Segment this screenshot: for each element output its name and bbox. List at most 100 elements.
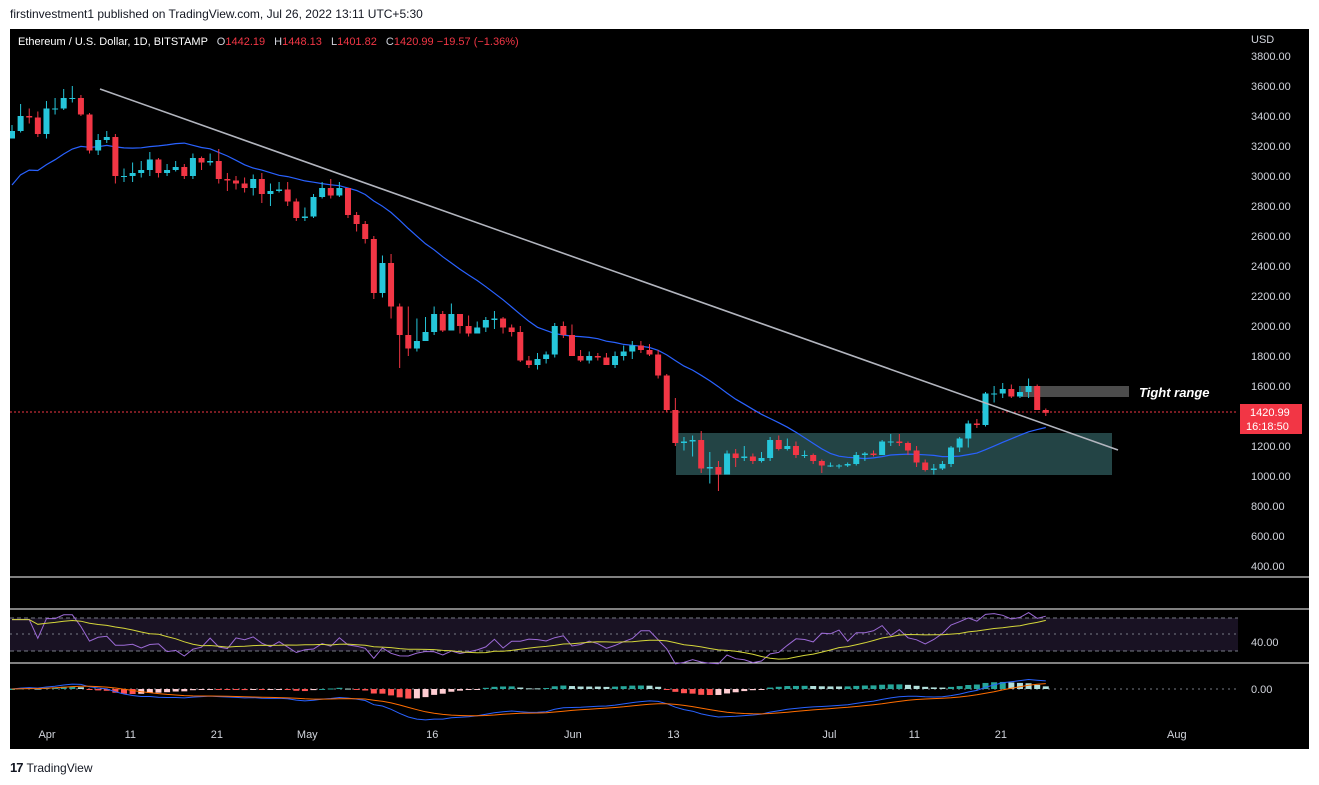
chart-svg[interactable]: Tight range USD 3800.00 3600.00 3400.00 320… xyxy=(10,29,1309,749)
candle-body xyxy=(448,314,455,331)
candle-body xyxy=(95,140,102,151)
candle-body xyxy=(284,189,291,202)
candle-body xyxy=(26,116,33,118)
time-axis: Apr 11 21 May 16 Jun 13 Jul 11 21 Aug xyxy=(38,729,1186,741)
candle-body xyxy=(732,453,739,458)
tight-range-label: Tight range xyxy=(1139,385,1210,400)
time-tick-label: 11 xyxy=(125,729,136,741)
candle-body xyxy=(120,176,127,177)
macd-histogram-bar xyxy=(689,689,696,694)
symbol-legend[interactable]: Ethereum / U.S. Dollar, 1D, BITSTAMP O14… xyxy=(18,36,519,48)
candle-body xyxy=(801,455,808,456)
price-axis: 3800.00 3600.00 3400.00 3200.00 3000.00 2800.… xyxy=(1251,51,1291,573)
candle-body xyxy=(629,345,636,352)
candle-body xyxy=(43,108,50,134)
candle-body xyxy=(930,468,937,470)
macd-histogram-bar xyxy=(1025,683,1032,689)
macd-histogram-bar xyxy=(655,686,662,689)
price-tick-label: 800.00 xyxy=(1251,501,1285,513)
candle-body xyxy=(103,137,110,140)
candle-body xyxy=(52,108,59,110)
candle-body xyxy=(792,446,799,455)
candle-body xyxy=(241,183,248,188)
price-tick-label: 3800.00 xyxy=(1251,51,1291,63)
macd-histogram-bar xyxy=(491,686,498,689)
macd-histogram-bar xyxy=(215,689,222,690)
candle-body xyxy=(577,356,584,361)
last-price-tag: 1420.99 16:18:50 xyxy=(1240,404,1302,434)
macd-histogram-bar xyxy=(336,687,343,689)
macd-histogram-bar xyxy=(353,689,360,690)
candle-body xyxy=(836,465,843,467)
tight-range-box[interactable] xyxy=(1021,386,1129,397)
candle-body xyxy=(508,327,515,332)
moving-average xyxy=(11,142,1046,460)
macd-histogram-bar xyxy=(301,689,308,692)
open-key: O xyxy=(216,36,226,48)
candle-body xyxy=(689,440,696,442)
time-tick-label: Aug xyxy=(1167,729,1187,741)
macd-histogram-bar xyxy=(276,689,283,690)
candle-body xyxy=(1034,386,1041,410)
price-tick-label: 3000.00 xyxy=(1251,171,1291,183)
time-tick-label: 13 xyxy=(667,729,679,741)
candle-body xyxy=(198,158,205,163)
candle-body xyxy=(827,465,834,467)
footer[interactable]: 17 TradingView xyxy=(10,760,93,775)
candle-body xyxy=(724,453,731,475)
support-range-box[interactable] xyxy=(676,433,1112,475)
macd-histogram-bar xyxy=(818,686,825,689)
candle-body xyxy=(17,116,24,131)
price-tick-label: 2800.00 xyxy=(1251,201,1291,213)
candle-body xyxy=(810,455,817,461)
macd-histogram-bar xyxy=(732,689,739,693)
macd-histogram-bar xyxy=(10,689,15,690)
low-value: 1401.82 xyxy=(337,36,377,48)
price-tick-label: 1600.00 xyxy=(1251,381,1291,393)
time-tick-label: Jun xyxy=(564,729,582,741)
candle-body xyxy=(939,464,946,469)
macd-histogram-bar xyxy=(60,686,67,689)
candle-body xyxy=(715,467,722,475)
macd-indicator xyxy=(10,678,1049,721)
macd-histogram-bar xyxy=(293,689,300,691)
trend-line[interactable] xyxy=(99,88,1119,451)
price-tick-label: 1000.00 xyxy=(1251,471,1291,483)
candle-body xyxy=(749,456,756,461)
macd-histogram-bar xyxy=(310,689,317,691)
macd-histogram-bar xyxy=(69,686,76,689)
candle-body xyxy=(741,456,748,458)
chart-frame[interactable]: Tight range USD 3800.00 3600.00 3400.00 320… xyxy=(10,29,1309,749)
candle-body xyxy=(439,314,446,331)
macd-histogram-bar xyxy=(939,687,946,689)
macd-histogram-bar xyxy=(870,685,877,689)
macd-histogram-bar xyxy=(103,689,110,691)
candle-body xyxy=(637,345,644,350)
time-tick-label: May xyxy=(297,729,318,741)
macd-histogram-bar xyxy=(396,689,403,698)
candle-body xyxy=(474,327,481,334)
macd-histogram-bar xyxy=(594,686,601,689)
macd-histogram-bar xyxy=(792,685,799,689)
candle-body xyxy=(224,179,231,181)
macd-histogram-bar xyxy=(629,685,636,689)
candle-body xyxy=(482,320,489,328)
candle-body xyxy=(276,189,283,191)
macd-histogram-bar xyxy=(207,689,214,690)
time-tick-label: Apr xyxy=(38,729,55,741)
macd-histogram-bar xyxy=(129,689,136,695)
candle-body xyxy=(138,170,145,173)
macd-histogram-bar xyxy=(991,682,998,689)
macd-histogram-bar xyxy=(680,689,687,694)
candle-body xyxy=(965,423,972,439)
macd-histogram-bar xyxy=(379,689,386,694)
candle-body xyxy=(594,356,601,358)
candle-body xyxy=(818,461,825,466)
macd-histogram-bar xyxy=(482,687,489,689)
macd-histogram-bar xyxy=(999,681,1006,689)
macd-histogram-bar xyxy=(431,689,438,695)
candle-body xyxy=(879,441,886,455)
candle-body xyxy=(344,188,351,215)
macd-histogram-bar xyxy=(267,689,274,690)
macd-histogram-bar xyxy=(775,686,782,689)
